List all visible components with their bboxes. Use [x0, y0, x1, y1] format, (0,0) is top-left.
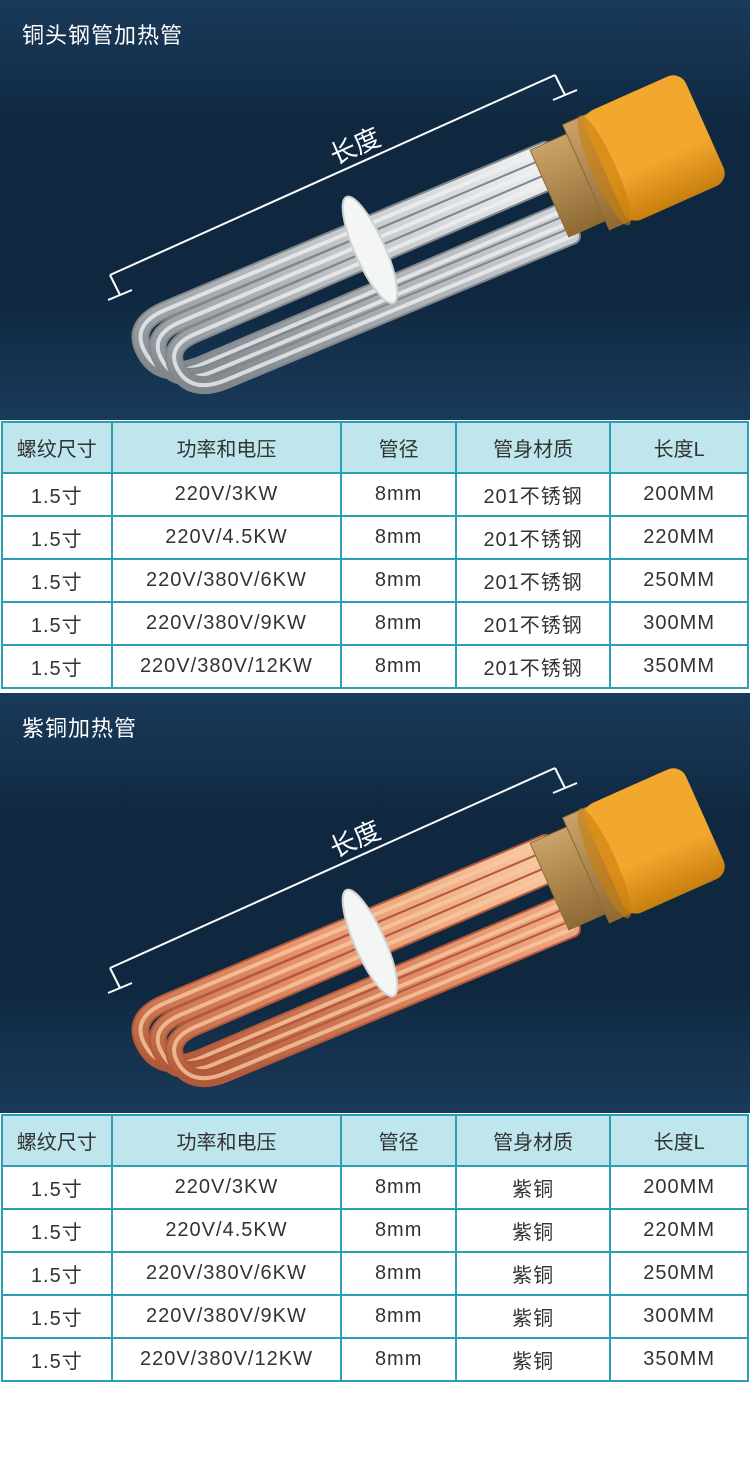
product-illustration: 长度: [0, 693, 750, 1113]
table-cell: 300MM: [610, 1295, 748, 1338]
table-cell: 1.5寸: [2, 602, 112, 645]
table-cell: 200MM: [610, 473, 748, 516]
table-cell: 1.5寸: [2, 516, 112, 559]
table-cell: 8mm: [341, 1209, 456, 1252]
table-cell: 1.5寸: [2, 1166, 112, 1209]
table-cell: 1.5寸: [2, 1295, 112, 1338]
table-cell: 220V/380V/9KW: [112, 1295, 342, 1338]
table-cell: 紫铜: [456, 1166, 610, 1209]
table-cell: 350MM: [610, 1338, 748, 1381]
table-cell: 201不锈钢: [456, 602, 610, 645]
table-cell: 8mm: [341, 1295, 456, 1338]
table-cell: 紫铜: [456, 1338, 610, 1381]
table-header-cell: 管身材质: [456, 422, 610, 473]
table-cell: 8mm: [341, 1166, 456, 1209]
table-cell: 200MM: [610, 1166, 748, 1209]
table-cell: 8mm: [341, 1338, 456, 1381]
table-cell: 201不锈钢: [456, 516, 610, 559]
table-cell: 220V/380V/6KW: [112, 559, 342, 602]
table-row: 1.5寸220V/380V/9KW8mm201不锈钢300MM: [2, 602, 748, 645]
table-cell: 201不锈钢: [456, 645, 610, 688]
table-header-cell: 长度L: [610, 422, 748, 473]
table-cell: 250MM: [610, 1252, 748, 1295]
table-cell: 1.5寸: [2, 559, 112, 602]
table-header-cell: 功率和电压: [112, 422, 342, 473]
table-cell: 250MM: [610, 559, 748, 602]
product-illustration: 长度: [0, 0, 750, 420]
table-cell: 300MM: [610, 602, 748, 645]
dimension-label: 长度: [325, 815, 385, 864]
table-cell: 220V/380V/9KW: [112, 602, 342, 645]
table-cell: 1.5寸: [2, 645, 112, 688]
table-cell: 220V/380V/12KW: [112, 1338, 342, 1381]
table-header-row: 螺纹尺寸功率和电压管径管身材质长度L: [2, 422, 748, 473]
table-row: 1.5寸220V/4.5KW8mm紫铜220MM: [2, 1209, 748, 1252]
dimension-label: 长度: [325, 122, 385, 171]
table-header-cell: 管径: [341, 422, 456, 473]
table-cell: 8mm: [341, 645, 456, 688]
table-cell: 220MM: [610, 1209, 748, 1252]
table-cell: 8mm: [341, 516, 456, 559]
table-header-cell: 功率和电压: [112, 1115, 342, 1166]
table-cell: 8mm: [341, 1252, 456, 1295]
table-cell: 紫铜: [456, 1252, 610, 1295]
table-row: 1.5寸220V/3KW8mm紫铜200MM: [2, 1166, 748, 1209]
table-cell: 220V/3KW: [112, 1166, 342, 1209]
table-cell: 201不锈钢: [456, 559, 610, 602]
table-header-cell: 螺纹尺寸: [2, 422, 112, 473]
table-cell: 220V/380V/6KW: [112, 1252, 342, 1295]
spec-table-copper: 螺纹尺寸功率和电压管径管身材质长度L1.5寸220V/3KW8mm紫铜200MM…: [1, 1114, 749, 1382]
table-row: 1.5寸220V/380V/12KW8mm201不锈钢350MM: [2, 645, 748, 688]
table-cell: 1.5寸: [2, 1252, 112, 1295]
table-cell: 350MM: [610, 645, 748, 688]
table-cell: 紫铜: [456, 1295, 610, 1338]
table-header-cell: 管身材质: [456, 1115, 610, 1166]
table-cell: 220V/4.5KW: [112, 1209, 342, 1252]
table-header-cell: 管径: [341, 1115, 456, 1166]
product-panel-copper: 紫铜加热管 长度: [0, 693, 750, 1113]
heating-tubes: [141, 150, 573, 385]
table-row: 1.5寸220V/3KW8mm201不锈钢200MM: [2, 473, 748, 516]
table-cell: 8mm: [341, 473, 456, 516]
table-cell: 220V/4.5KW: [112, 516, 342, 559]
table-cell: 1.5寸: [2, 1209, 112, 1252]
table-row: 1.5寸220V/4.5KW8mm201不锈钢220MM: [2, 516, 748, 559]
heating-tubes: [141, 843, 573, 1078]
table-header-cell: 螺纹尺寸: [2, 1115, 112, 1166]
table-cell: 8mm: [341, 602, 456, 645]
table-row: 1.5寸220V/380V/9KW8mm紫铜300MM: [2, 1295, 748, 1338]
spec-table-steel: 螺纹尺寸功率和电压管径管身材质长度L1.5寸220V/3KW8mm201不锈钢2…: [1, 421, 749, 689]
table-cell: 1.5寸: [2, 1338, 112, 1381]
table-row: 1.5寸220V/380V/6KW8mm紫铜250MM: [2, 1252, 748, 1295]
table-cell: 8mm: [341, 559, 456, 602]
product-panel-steel: 铜头钢管加热管 长度: [0, 0, 750, 420]
table-cell: 220V/380V/12KW: [112, 645, 342, 688]
table-cell: 220MM: [610, 516, 748, 559]
table-row: 1.5寸220V/380V/6KW8mm201不锈钢250MM: [2, 559, 748, 602]
table-cell: 紫铜: [456, 1209, 610, 1252]
table-header-cell: 长度L: [610, 1115, 748, 1166]
table-cell: 220V/3KW: [112, 473, 342, 516]
table-cell: 1.5寸: [2, 473, 112, 516]
table-cell: 201不锈钢: [456, 473, 610, 516]
table-row: 1.5寸220V/380V/12KW8mm紫铜350MM: [2, 1338, 748, 1381]
table-header-row: 螺纹尺寸功率和电压管径管身材质长度L: [2, 1115, 748, 1166]
